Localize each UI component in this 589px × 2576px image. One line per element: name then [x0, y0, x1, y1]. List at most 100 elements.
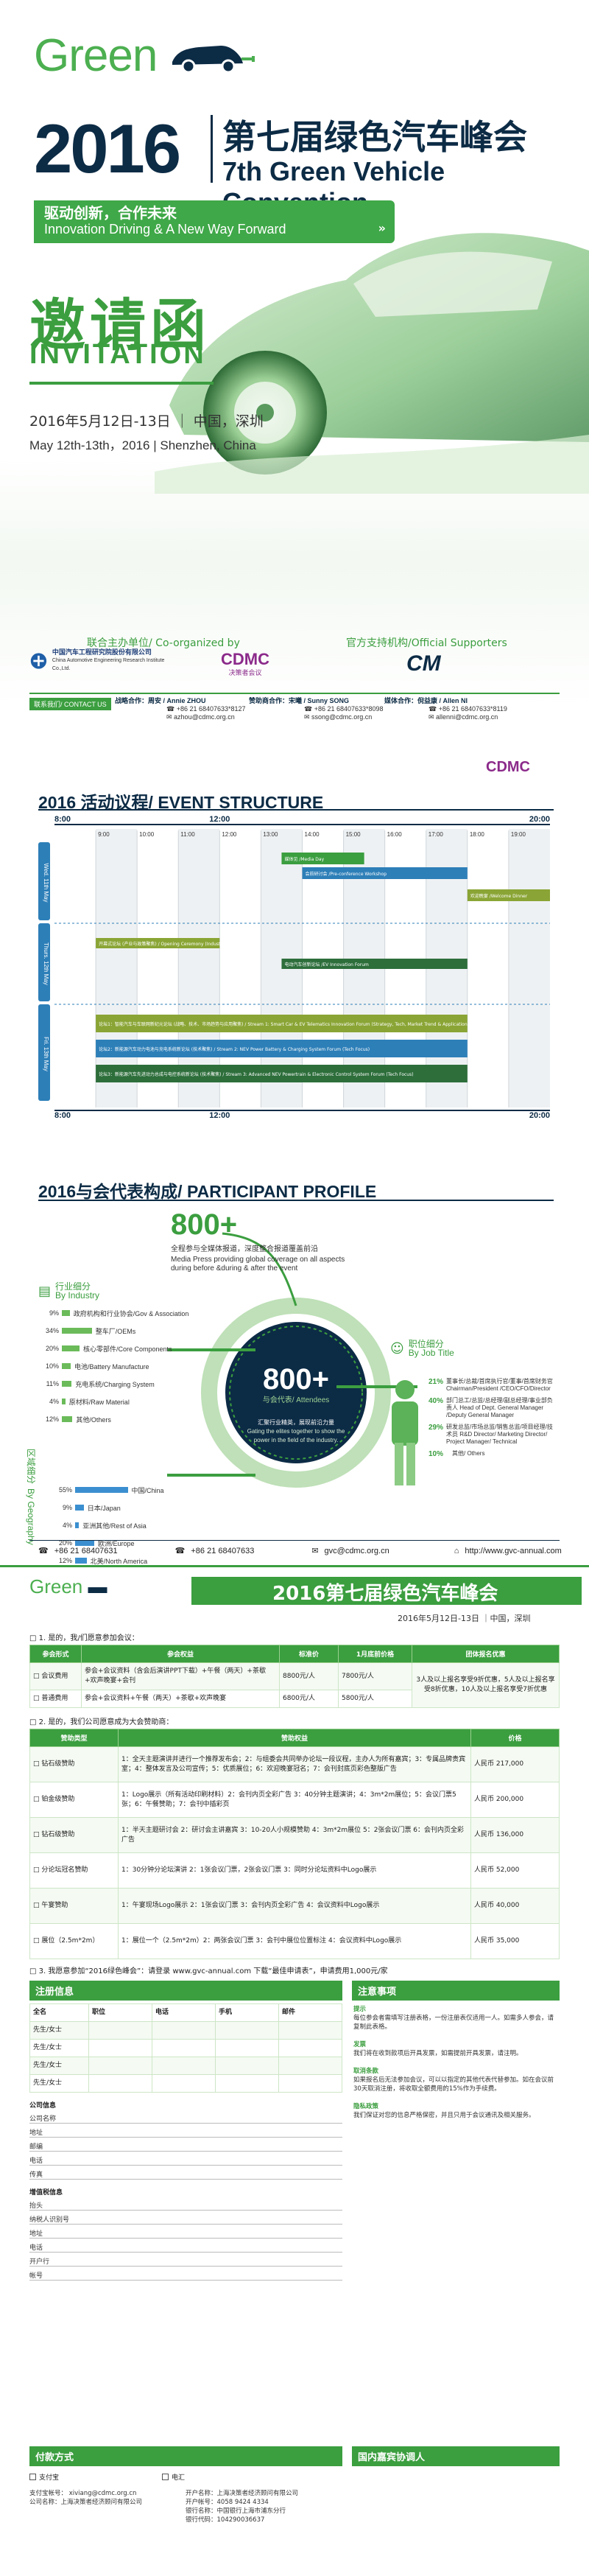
t1-head: 参会形式: [29, 1645, 82, 1663]
caeri-emblem-icon: [30, 652, 47, 669]
table-row[interactable]: □ 钻石级赞助 1：全天主题演讲并进行一个推荐发布会；2：与组委会共同举办论坛一段…: [29, 1746, 560, 1782]
reg-input[interactable]: [278, 2057, 342, 2075]
wire-option[interactable]: 电汇: [162, 2472, 185, 2482]
caeri-name-en: China Automotive Engineering Research In…: [52, 658, 165, 671]
t1-cell: 参会+会议资料（含会后演讲PPT下载）+午餐（两天）+茶歇+欢声晚宴+会刊: [81, 1662, 280, 1690]
salutation[interactable]: 先生/女士: [29, 2074, 89, 2093]
breakdown-bar: [75, 1487, 128, 1493]
sponsor-type[interactable]: □ 展位（2.5m*2m）: [29, 1923, 119, 1959]
reg-input[interactable]: [278, 2074, 342, 2093]
footer-email[interactable]: gvc@cdmc.org.cn: [324, 1546, 389, 1555]
sponsor-type[interactable]: □ 钻石级赞助: [29, 1746, 119, 1782]
company-field[interactable]: 电话: [29, 2152, 342, 2166]
breakdown-label: 充电系统/Charging System: [75, 1380, 155, 1388]
reg-input[interactable]: [215, 2021, 279, 2040]
car-plug-icon: [172, 46, 255, 74]
notice-title: 注意事项: [352, 1981, 560, 2001]
schedule-title-rule: [38, 809, 554, 811]
hour-stripe: [178, 829, 220, 1107]
media-desc-en: Media Press providing global coverage on…: [171, 1256, 345, 1273]
alipay-checkbox[interactable]: [29, 2474, 36, 2480]
reg-input[interactable]: [152, 2039, 216, 2057]
table-row[interactable]: □ 会议费用 参会+会议资料（含会后演讲PPT下载）+午餐（两天）+茶歇+欢声晚…: [29, 1662, 560, 1708]
footer-web[interactable]: http://www.gvc-annual.com: [465, 1546, 562, 1555]
sponsor-type[interactable]: □ 铂金级赞助: [29, 1782, 119, 1818]
sponsor-type[interactable]: □ 分论坛冠名赞助: [29, 1852, 119, 1889]
caeri-logo: 中国汽车工程研究院股份有限公司 China Automotive Enginee…: [29, 648, 169, 673]
breakdown-pct: 12%: [45, 1415, 59, 1423]
invoice-title: 增值税信息: [29, 2189, 63, 2197]
table-row[interactable]: □ 午宴赞助 1：午宴现场Logo展示 2：1张会议门票 3：会刊内页全彩广告 4…: [29, 1888, 560, 1924]
reg-input[interactable]: [278, 2021, 342, 2040]
invitation-underline: [29, 382, 214, 385]
invoice-field[interactable]: 开户行: [29, 2253, 342, 2267]
table-row[interactable]: □ 普通费用 参会+会议资料+午餐（两天）+茶歇+欢声晚宴 6800元/人 58…: [29, 1690, 560, 1708]
reg-field: 邮件: [278, 2003, 342, 2022]
reg-input[interactable]: [215, 2039, 279, 2057]
footer-phone2: +86 21 68407633: [191, 1546, 255, 1555]
web-icon: ⌂: [454, 1546, 459, 1555]
t1-cell[interactable]: □ 会议费用: [29, 1662, 82, 1690]
salutation[interactable]: 先生/女士: [29, 2021, 89, 2040]
t1-cell[interactable]: □ 普通费用: [29, 1690, 82, 1708]
person-figure-icon: [392, 1380, 418, 1485]
registration-title: 注册信息: [29, 1981, 342, 2001]
industry-label-cn: 行业细分: [55, 1281, 91, 1292]
table-row[interactable]: □ 分论坛冠名赞助 1：30分钟分论坛演讲 2：1张会议门票，2张会议门票 3：同…: [29, 1852, 560, 1889]
reg-input[interactable]: [88, 2074, 152, 2093]
reg-input[interactable]: [152, 2074, 216, 2093]
industry-list: 9% 政府机构和行业协会/Gov & Association 34% 整车厂/OEMs…: [38, 1304, 204, 1428]
table-row[interactable]: □ 展位（2.5m*2m） 1：展位一个（2.5m*2m）2：两张会议门票 3：会…: [29, 1923, 560, 1959]
reg-input[interactable]: [88, 2039, 152, 2057]
invoice-field[interactable]: 帐号: [29, 2267, 342, 2281]
time-label: 20:00: [529, 815, 550, 824]
event-label: 论坛3：新能源汽车先进动力总成与电控系统新论坛 (技术聚焦) / Stream …: [99, 1071, 414, 1077]
sponsorship-table: 赞助类型 赞助权益 价格 □ 钻石级赞助 1：全天主题演讲并进行一个推荐发布会；2…: [29, 1729, 560, 1959]
reg-input[interactable]: [278, 2039, 342, 2057]
breakdown-pct: 20%: [45, 1345, 59, 1352]
company-field[interactable]: 地址: [29, 2124, 342, 2138]
wire-checkbox[interactable]: [162, 2474, 169, 2480]
alipay-option[interactable]: 支付宝: [29, 2472, 59, 2482]
breakdown-bar: [62, 1381, 72, 1387]
reg-input[interactable]: [215, 2057, 279, 2075]
reg-input[interactable]: [88, 2057, 152, 2075]
invoice-field[interactable]: 电话: [29, 2239, 342, 2253]
breakdown-bar: [62, 1416, 73, 1422]
reg-input[interactable]: [152, 2057, 216, 2075]
table-row[interactable]: □ 钻石级赞助 1：半天主题研讨会 2：研讨会主讲嘉宾 3：10-20人小规模赞助…: [29, 1817, 560, 1853]
breakdown-bar: [75, 1540, 94, 1546]
invoice-field[interactable]: 纳税人识别号: [29, 2211, 342, 2225]
company-field[interactable]: 公司名称: [29, 2110, 342, 2124]
event-bar: [281, 959, 468, 969]
notice-text: 我们将在收到款项后开具发票，如需提前开具发票，请注明。: [353, 2050, 523, 2057]
table-row[interactable]: □ 铂金级赞助 1：Logo展示（所有活动印刷材料）2：会刊内页全彩广告 3：40…: [29, 1782, 560, 1818]
salutation[interactable]: 先生/女士: [29, 2057, 89, 2075]
guest-coordinator-title: 国内嘉宾协调人: [352, 2446, 560, 2466]
contact-email[interactable]: allenni@cdmc.org.cn: [436, 713, 498, 721]
company-field[interactable]: 邮编: [29, 2138, 342, 2152]
sponsor-price: 人民币 200,000: [470, 1782, 560, 1818]
t1-head: 团体报名优惠: [412, 1645, 560, 1663]
invoice-field[interactable]: 抬头: [29, 2197, 342, 2211]
profile-graphic: [167, 1232, 417, 1488]
form-brand-word: Green: [29, 1575, 83, 1597]
alipay-details: 支付宝帐号： xiviang@cdmc.org.cn 公司名称：上海决策者经济顾…: [29, 2489, 177, 2524]
sponsor-type[interactable]: □ 钻石级赞助: [29, 1817, 119, 1853]
phone-icon: ☎: [304, 705, 314, 713]
company-field[interactable]: 传真: [29, 2166, 342, 2180]
salutation[interactable]: 先生/女士: [29, 2039, 89, 2057]
reg-input[interactable]: [215, 2074, 279, 2093]
contact-email[interactable]: ssong@cdmc.org.cn: [311, 713, 373, 721]
reg-input[interactable]: [152, 2021, 216, 2040]
reg-input[interactable]: [88, 2021, 152, 2040]
invoice-field[interactable]: 地址: [29, 2225, 342, 2239]
cm-logo: CM: [406, 651, 441, 676]
contact-phone: +86 21 68407633*8119: [438, 705, 507, 713]
sponsor-type[interactable]: □ 午宴赞助: [29, 1888, 119, 1924]
tick-label: 19:00: [511, 831, 526, 838]
mail-icon: ✉: [166, 713, 174, 721]
contact-email[interactable]: azhou@cdmc.org.cn: [174, 713, 235, 721]
notice-heading: 取消条款: [353, 2068, 379, 2075]
breakdown-pct: 34%: [45, 1327, 59, 1334]
